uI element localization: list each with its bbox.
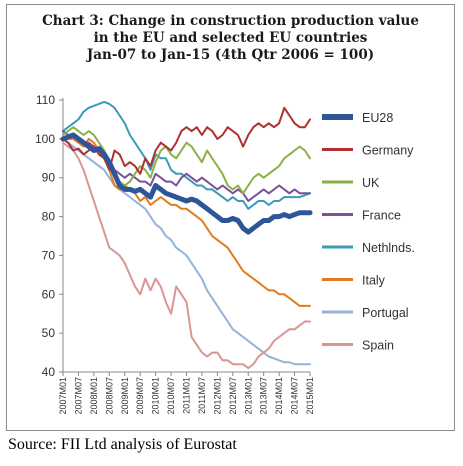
legend-label: France (362, 209, 401, 223)
y-tick-label: 90 (42, 171, 56, 185)
series-line-eu28 (60, 132, 313, 235)
x-tick-label: 2007M07 (73, 377, 83, 415)
chart-title-line-3: Jan-07 to Jan-15 (4th Qtr 2006 = 100) (86, 47, 375, 63)
x-tick-label: 2010M01 (151, 377, 161, 415)
series-line-portugal (62, 137, 311, 366)
legend-label: EU28 (362, 111, 393, 125)
x-tick-label: 2013M01 (243, 377, 253, 415)
x-tick-label: 2008M01 (89, 377, 99, 415)
legend-label: UK (362, 176, 380, 190)
x-tick-label: 2010M07 (166, 377, 176, 415)
legend-label: Italy (362, 274, 386, 288)
x-tick-label: 2007M01 (58, 377, 68, 415)
x-tick-label: 2015M01 (305, 377, 315, 415)
series-line-uk (62, 126, 311, 195)
x-tick-label: 2012M01 (212, 377, 222, 415)
y-tick-label: 40 (42, 365, 56, 379)
legend-label: Portugal (362, 306, 409, 320)
x-tick-label: 2008M07 (104, 377, 114, 415)
y-tick-label: 80 (42, 210, 56, 224)
legend-label: Germany (362, 144, 414, 158)
series-line-germany (62, 106, 311, 175)
y-tick-label: 60 (42, 287, 56, 301)
legend-label: Spain (362, 339, 394, 353)
x-tick-label: 2009M01 (120, 377, 130, 415)
y-tick-label: 50 (42, 326, 56, 340)
axes: 40 50 60 70 80 90 100 110 2007M01 2007M07 2008M01 2… (35, 93, 315, 415)
y-tick-label: 100 (35, 132, 55, 146)
legend: EU28 Germany UK France Nethlnds. Italy Portuga… (322, 111, 415, 353)
chart-title-line-1: Chart 3: Change in construction producti… (42, 13, 419, 29)
chart-title-line-2: in the EU and selected EU countries (93, 30, 368, 46)
chart-title: Chart 3: Change in construction producti… (7, 13, 454, 64)
series-lines (60, 100, 313, 370)
x-tick-label: 2012M07 (228, 377, 238, 415)
x-tick-label: 2014M01 (274, 377, 284, 415)
x-tick-label: 2009M07 (135, 377, 145, 415)
source-note: Source: FII Ltd analysis of Eurostat (8, 436, 237, 453)
x-tick-label: 2013M07 (259, 377, 269, 415)
series-line-spain (62, 141, 311, 370)
chart-frame: Chart 3: Change in construction producti… (6, 4, 455, 431)
x-tick-label: 2011M01 (182, 377, 192, 414)
legend-label: Nethlnds. (362, 241, 415, 255)
x-tick-label: 2011M07 (197, 377, 207, 414)
y-tick-label: 70 (42, 248, 56, 262)
x-tick-label: 2014M07 (290, 377, 300, 415)
series-line-nethlnds (62, 100, 311, 210)
y-tick-label: 110 (36, 93, 55, 107)
